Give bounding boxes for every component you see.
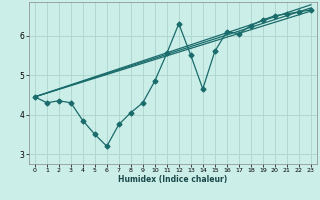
X-axis label: Humidex (Indice chaleur): Humidex (Indice chaleur) [118, 175, 228, 184]
